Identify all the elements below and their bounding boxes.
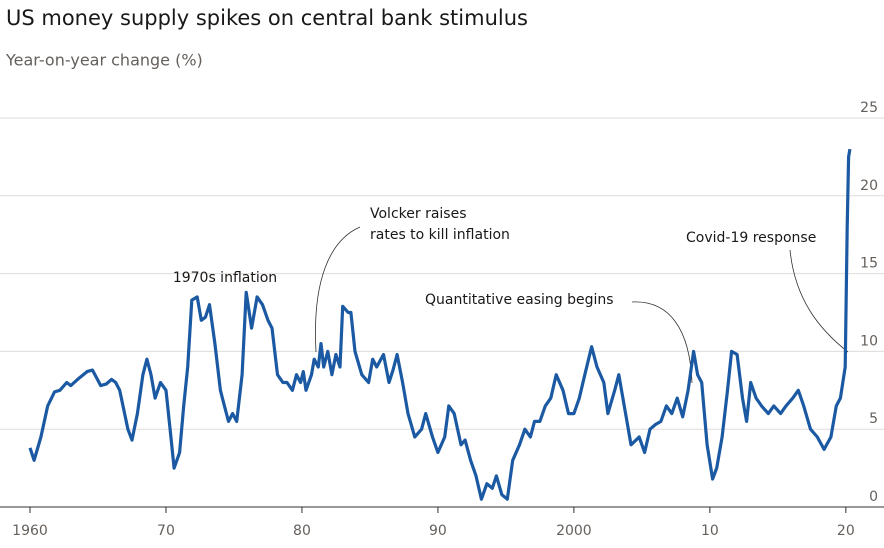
x-tick-label: 80 — [293, 523, 311, 539]
x-tick-label: 1960 — [12, 523, 48, 539]
y-tick-label: 10 — [860, 333, 878, 349]
data-line — [28, 148, 852, 501]
chart-title: US money supply spikes on central bank s… — [6, 6, 528, 30]
y-tick-label: 5 — [869, 411, 878, 427]
leader-line — [789, 249, 849, 353]
annotation: Volcker raises — [370, 206, 467, 222]
annotation: Covid-19 response — [686, 230, 816, 246]
annotation: Quantitative easing begins — [425, 292, 614, 308]
leader-line — [631, 301, 693, 384]
y-tick-label: 0 — [869, 489, 878, 505]
chart-subtitle: Year-on-year change (%) — [5, 51, 203, 70]
y-tick-label: 25 — [860, 100, 878, 116]
x-tick-label: 20 — [837, 523, 855, 539]
y-tick-label: 15 — [860, 256, 878, 272]
x-tick-label: 10 — [701, 523, 719, 539]
leader-line — [315, 226, 361, 353]
x-tick-label: 70 — [157, 523, 175, 539]
annotation: 1970s inflation — [173, 270, 277, 286]
annotation: rates to kill inflation — [370, 227, 510, 243]
y-tick-label: 20 — [860, 178, 878, 194]
x-tick-label: 90 — [429, 523, 447, 539]
x-tick-label: 2000 — [556, 523, 592, 539]
